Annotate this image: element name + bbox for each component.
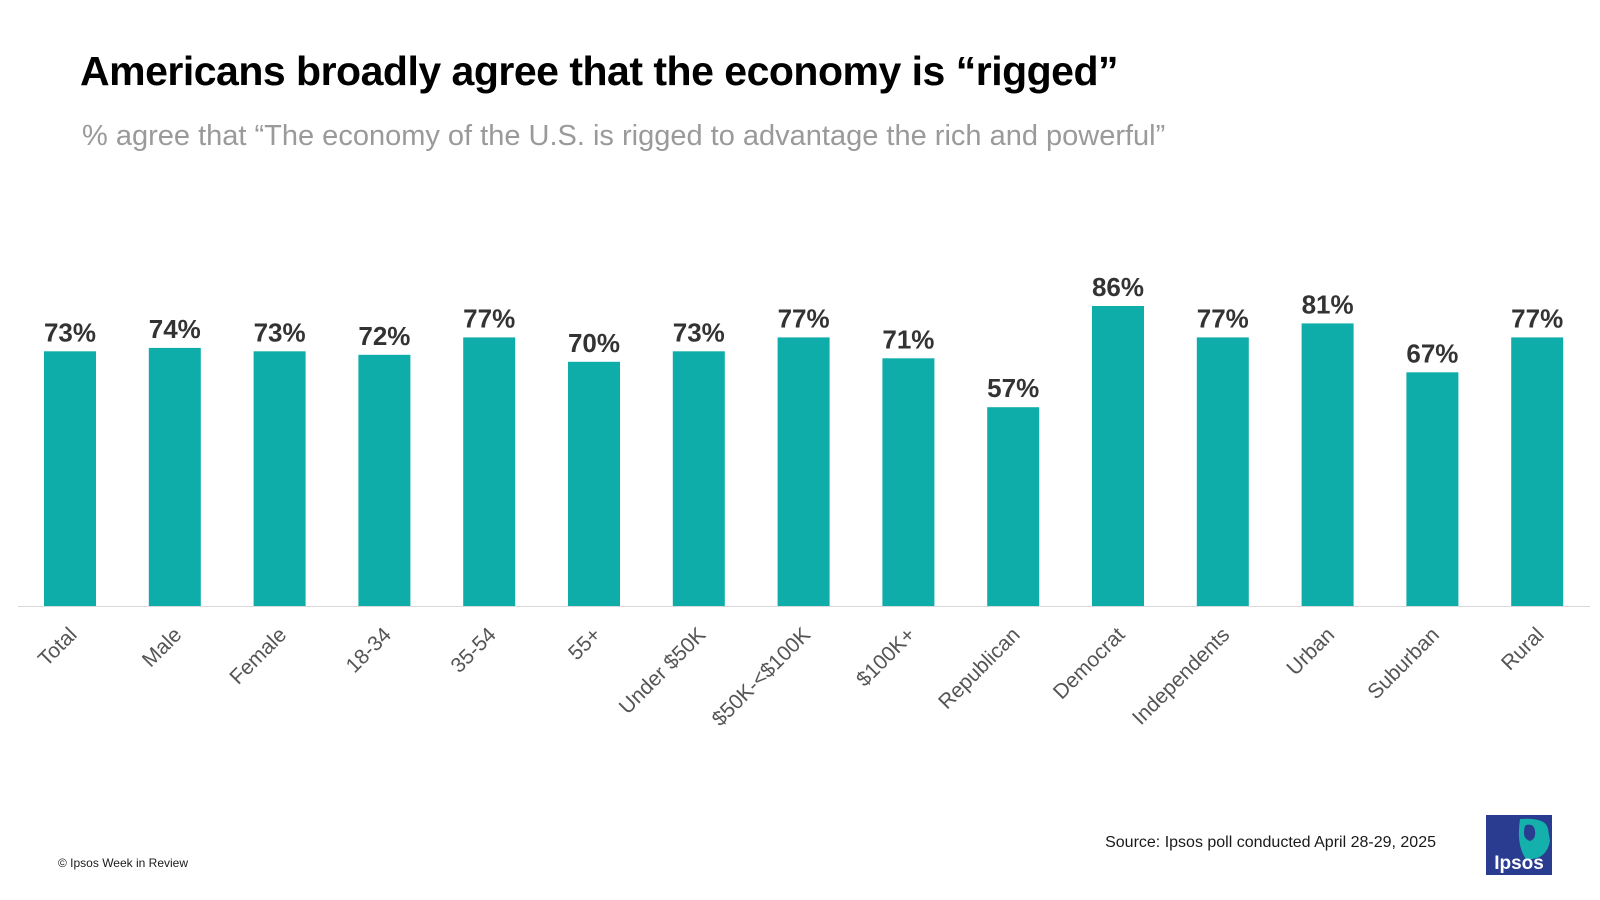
- value-label-2: 73%: [254, 317, 306, 347]
- bar-3: [358, 354, 411, 606]
- value-label-7: 77%: [778, 303, 830, 333]
- category-label-12: Urban: [1282, 623, 1339, 680]
- category-label-6: Under $50K: [615, 623, 711, 719]
- category-label-3: 18-34: [342, 623, 396, 677]
- value-label-6: 73%: [673, 317, 725, 347]
- category-label-2: Female: [225, 623, 291, 689]
- value-label-8: 71%: [882, 324, 934, 354]
- value-label-13: 67%: [1406, 338, 1458, 368]
- category-label-7: $50K-<$100K: [708, 623, 816, 731]
- value-label-1: 74%: [149, 314, 201, 344]
- source-note: Source: Ipsos poll conducted April 28-29…: [1105, 834, 1436, 851]
- bar-9: [987, 407, 1040, 606]
- value-label-9: 57%: [987, 373, 1039, 403]
- value-label-12: 81%: [1302, 289, 1354, 319]
- category-label-8: $100K+: [852, 623, 920, 691]
- bar-10: [1092, 306, 1144, 606]
- bar-6: [672, 351, 725, 606]
- bar-12: [1301, 323, 1354, 606]
- value-labels-group: 73% 74% 73% 72% 77% 70% 73% 77% 71% 57% 86% 77% 81% 6…: [44, 272, 1563, 403]
- bar-0: [44, 351, 96, 606]
- ipsos-logo: Ipsos: [1486, 815, 1552, 875]
- bar-2: [253, 351, 306, 606]
- chart-title: Americans broadly agree that the economy…: [80, 48, 1119, 94]
- value-label-11: 77%: [1197, 303, 1249, 333]
- category-labels-group: Total Male Female 18-34 35-54 55+ Under $50K$5…: [34, 623, 1549, 731]
- category-label-10: Democrat: [1049, 623, 1130, 704]
- value-label-0: 73%: [44, 317, 96, 347]
- value-label-10: 86%: [1092, 272, 1144, 302]
- logo-text: Ipsos: [1494, 853, 1544, 874]
- value-label-5: 70%: [568, 328, 620, 358]
- category-label-1: Male: [138, 623, 186, 671]
- category-label-9: Republican: [934, 623, 1025, 714]
- category-label-4: 35-54: [446, 623, 500, 677]
- value-label-4: 77%: [463, 303, 515, 333]
- chart-subtitle: % agree that “The economy of the U.S. is…: [82, 120, 1166, 152]
- bar-4: [463, 337, 516, 606]
- bar-7: [777, 337, 830, 606]
- bar-chart: 73% 74% 73% 72% 77% 70% 73% 77% 71% 57% 86% 77% 81% 6…: [18, 272, 1590, 731]
- value-label-3: 72%: [358, 321, 410, 351]
- category-label-0: Total: [34, 623, 82, 671]
- category-label-13: Suburban: [1363, 623, 1444, 704]
- copyright-note: © Ipsos Week in Review: [58, 856, 189, 870]
- bar-5: [568, 361, 620, 606]
- bar-14: [1511, 337, 1564, 606]
- category-label-14: Rural: [1497, 623, 1549, 675]
- logo-head-shape: [1524, 824, 1536, 841]
- bars-group: [44, 306, 1564, 606]
- bar-11: [1196, 337, 1249, 606]
- bar-8: [882, 358, 935, 606]
- bar-13: [1406, 372, 1459, 606]
- category-label-11: Independents: [1128, 623, 1234, 729]
- category-label-5: 55+: [564, 623, 605, 664]
- bar-1: [148, 347, 201, 606]
- value-label-14: 77%: [1511, 303, 1563, 333]
